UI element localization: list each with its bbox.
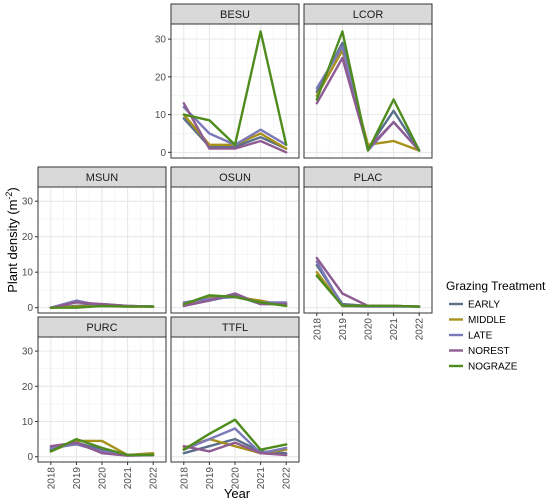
legend-item-nograze: NOGRAZE — [449, 362, 518, 373]
panel-border — [303, 23, 433, 159]
series-line-nograze — [49, 437, 155, 457]
x-tick-label: 2019 — [205, 467, 216, 490]
x-tick-label: 2020 — [98, 467, 109, 490]
panel-besu: BESU 0 10 20 30 — [155, 3, 300, 159]
y-tick-label: 10 — [22, 268, 34, 279]
legend-item-middle: MIDDLE — [449, 315, 506, 326]
panel-plac: PLAC 2018 2019 2020 2021 2022 — [303, 166, 433, 341]
series-line-nograze — [315, 30, 421, 152]
series-line-nograze — [182, 294, 288, 308]
series-line-early — [182, 117, 288, 150]
legend-label: NOREST — [468, 346, 510, 357]
y-tick-label: 10 — [22, 417, 34, 428]
legend-label: EARLY — [468, 300, 500, 311]
x-tick-label: 2018 — [46, 467, 57, 490]
facet-strip-label: LCOR — [353, 9, 384, 21]
panel-border — [170, 186, 300, 314]
y-tick-label: 20 — [22, 232, 34, 243]
series-line-nograze — [182, 30, 288, 147]
x-tick-label: 2018 — [312, 318, 323, 341]
legend-label: MIDDLE — [468, 315, 506, 326]
x-tick-label: 2020 — [364, 318, 375, 341]
y-tick-label: 0 — [160, 148, 166, 159]
facet-strip-label: PURC — [86, 322, 117, 334]
series-line-nograze — [315, 274, 421, 308]
y-tick-label: 30 — [22, 197, 34, 208]
y-axis-title-close: ) — [5, 187, 20, 191]
x-tick-label: 2019 — [338, 318, 349, 341]
x-tick-label: 2018 — [179, 467, 190, 490]
y-tick-label: 10 — [155, 110, 167, 121]
panel-purc: PURC 0 10 20 30 2018 2019 2020 2021 2022 — [22, 316, 167, 490]
panel-osun: OSUN — [170, 166, 300, 314]
facet-strip-label: BESU — [220, 9, 250, 21]
y-tick-label: 30 — [22, 347, 34, 358]
legend-title: Grazing Treatment — [446, 279, 546, 293]
series-line-nograze — [182, 418, 288, 451]
panel-border — [170, 23, 300, 159]
y-tick-label: 20 — [22, 382, 34, 393]
panel-ttfl: TTFL 2018 2019 2020 2021 2022 — [170, 316, 300, 490]
x-tick-label: 2022 — [282, 467, 293, 490]
legend-item-late: LATE — [449, 331, 493, 342]
x-tick-label: 2022 — [149, 467, 160, 490]
y-axis-title: Plant density (m-2) — [4, 187, 20, 293]
legend-item-early: EARLY — [449, 300, 500, 311]
y-tick-label: 30 — [155, 35, 167, 46]
x-axis-title: Year — [224, 486, 251, 501]
y-tick-label: 0 — [27, 452, 33, 463]
series-line-nograze — [49, 304, 155, 309]
y-tick-label: 0 — [27, 303, 33, 314]
x-tick-label: 2021 — [123, 467, 134, 490]
y-axis-title-main: Plant density (m — [5, 200, 20, 293]
x-tick-label: 2019 — [72, 467, 83, 490]
facet-strip-label: PLAC — [354, 172, 383, 184]
x-tick-label: 2020 — [231, 467, 242, 490]
facet-strip-label: OSUN — [219, 172, 251, 184]
legend: Grazing Treatment EARLY MIDDLE LATE NOREST N… — [446, 279, 546, 373]
x-tick-label: 2021 — [256, 467, 267, 490]
x-tick-label: 2021 — [389, 318, 400, 341]
y-axis-title-superscript: -2 — [4, 192, 14, 200]
series-line-norest — [182, 102, 288, 154]
legend-label: LATE — [468, 331, 493, 342]
panel-lcor: LCOR — [303, 3, 433, 159]
series-line-norest — [182, 441, 288, 457]
panel-border — [37, 186, 167, 314]
facet-strip-label: TTFL — [222, 322, 248, 334]
panel-msun: MSUN 0 10 20 30 — [22, 166, 167, 314]
legend-label: NOGRAZE — [468, 362, 518, 373]
legend-item-norest: NOREST — [449, 346, 510, 357]
series-line-late — [182, 427, 288, 455]
y-tick-label: 20 — [155, 72, 167, 83]
x-tick-label: 2022 — [415, 318, 426, 341]
facet-strip-label: MSUN — [86, 172, 118, 184]
